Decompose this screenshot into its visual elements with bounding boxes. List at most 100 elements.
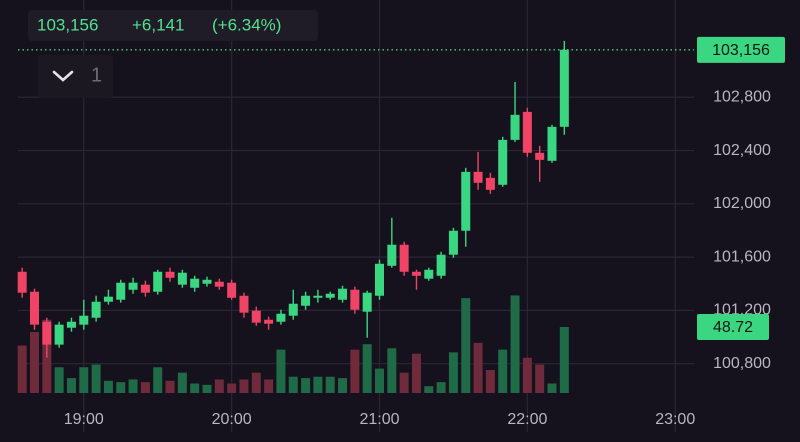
volume-bar <box>165 380 175 393</box>
volume-tag-label: 48.72 <box>713 319 753 336</box>
volume-bar <box>448 352 458 393</box>
header-pill <box>28 10 318 41</box>
volume-bar <box>424 386 434 393</box>
candle-body <box>436 254 446 276</box>
axes: 100,800101,200101,600102,000102,400102,8… <box>64 36 785 428</box>
y-tick-label: 102,400 <box>713 142 771 159</box>
header-change: +6,141 <box>132 15 184 34</box>
candle-body <box>498 139 508 185</box>
candle-body <box>301 295 311 306</box>
candle-body <box>387 244 397 266</box>
candle-body <box>239 295 249 313</box>
volume-bar <box>498 349 508 393</box>
candle-body <box>461 171 471 231</box>
volume-bar <box>485 369 495 393</box>
volume-bar <box>153 367 163 393</box>
volume-bar <box>559 326 569 393</box>
volume-bar <box>399 372 409 393</box>
price-axis-panel <box>694 0 800 442</box>
volume-bar <box>313 376 323 393</box>
volume-bar <box>375 368 384 393</box>
candle-body <box>227 282 237 298</box>
volume-bar <box>177 372 187 393</box>
candle-body <box>91 301 101 318</box>
price-tag <box>697 36 785 63</box>
volume-bar <box>276 349 286 393</box>
y-tick-label: 102,000 <box>713 195 771 212</box>
x-tick-label: 20:00 <box>212 411 252 428</box>
volume-bar <box>461 298 471 393</box>
volume-bar <box>473 342 483 393</box>
volume-bar <box>79 367 89 393</box>
volume-bar <box>535 364 545 393</box>
candle-body <box>103 296 113 302</box>
candle-body <box>30 291 39 325</box>
volume-bar <box>17 345 27 393</box>
candle-body <box>128 282 138 290</box>
candle-body <box>559 49 569 127</box>
candle-body <box>485 177 495 190</box>
volume-bar <box>436 382 446 393</box>
candle-body <box>177 272 187 285</box>
candle-body <box>325 293 335 298</box>
candle-body <box>547 126 557 161</box>
candle-body <box>251 310 261 323</box>
candle-body <box>214 281 224 287</box>
candle-body <box>448 230 458 255</box>
candle-body <box>42 321 52 345</box>
chevron-icon[interactable] <box>52 70 74 82</box>
volume-bar <box>325 376 335 393</box>
candle-body <box>17 271 27 293</box>
volume-bar <box>128 379 138 393</box>
volume-bar <box>202 384 212 393</box>
candle-body <box>79 315 89 325</box>
price-tag-label: 103,156 <box>712 42 770 59</box>
volume-bar <box>251 372 261 393</box>
candle-body <box>276 313 286 322</box>
candle-body <box>313 295 323 298</box>
volume-bar <box>387 348 397 393</box>
volume-bar <box>362 344 372 393</box>
volume-bar <box>350 349 360 393</box>
toggle-button[interactable] <box>38 55 113 98</box>
volume-bar <box>522 357 532 393</box>
candle-body <box>140 284 150 293</box>
candle-body <box>264 319 274 324</box>
candle-body <box>54 324 64 345</box>
header-change-pct: (+6.34%) <box>212 15 281 34</box>
candle-body <box>362 292 372 312</box>
volume-bar <box>54 367 64 393</box>
candle-body <box>116 282 126 300</box>
volume-bar <box>239 379 249 393</box>
candle-body <box>338 288 348 300</box>
x-tick-label: 23:00 <box>655 411 695 428</box>
candle-body <box>153 271 163 292</box>
candle-body <box>411 271 421 276</box>
candle-body <box>535 152 545 160</box>
y-tick-label: 101,600 <box>713 248 771 265</box>
y-tick-label: 100,800 <box>713 355 771 372</box>
volume-bar <box>116 382 126 393</box>
y-tick-label: 102,800 <box>713 88 771 105</box>
candle-body <box>288 303 298 316</box>
marks <box>17 40 694 393</box>
volume-bar <box>264 379 274 393</box>
volume-bar <box>91 364 101 393</box>
x-tick-label: 22:00 <box>507 411 547 428</box>
indicator-count[interactable]: 1 <box>91 64 102 86</box>
volume-bar <box>66 378 76 393</box>
volume-bar <box>190 383 200 393</box>
indicator-toggle[interactable]: 1 <box>38 55 113 98</box>
volume-bar <box>411 353 421 393</box>
volume-bar <box>338 378 348 393</box>
volume-bar <box>30 332 39 393</box>
candle-body <box>473 171 483 183</box>
x-tick-label: 19:00 <box>64 411 104 428</box>
candle-body <box>399 244 409 272</box>
candle-body <box>66 321 76 328</box>
volume-bar <box>214 379 224 393</box>
candle-body <box>202 279 212 284</box>
candle-body <box>510 114 520 140</box>
